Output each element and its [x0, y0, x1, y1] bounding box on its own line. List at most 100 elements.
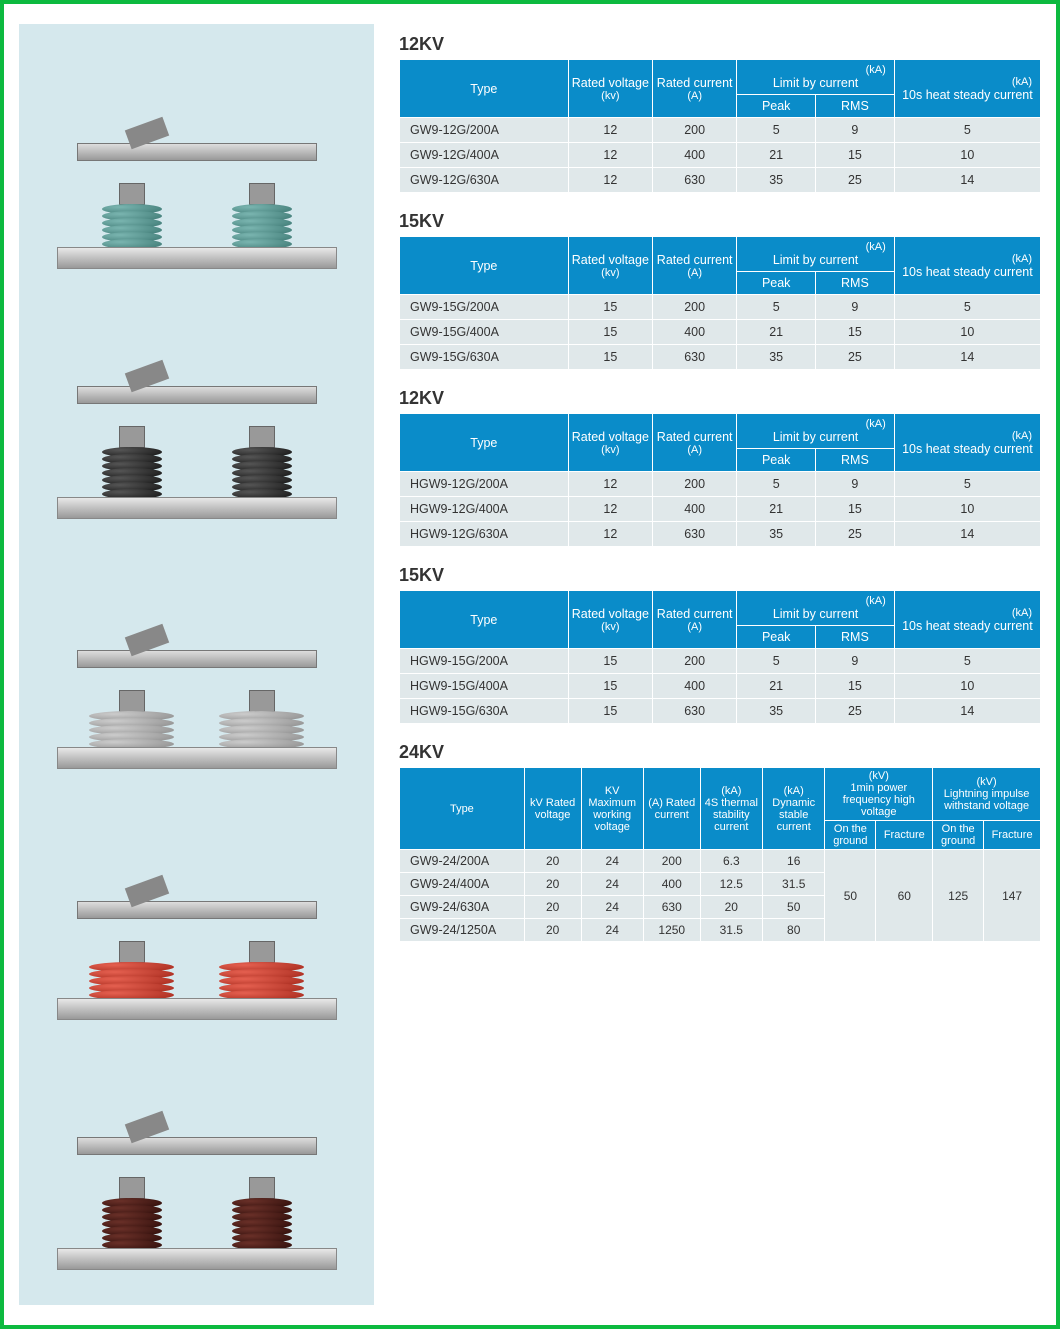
th-rated-current: Rated current(A) [653, 60, 737, 118]
th-peak: Peak [737, 449, 816, 472]
th-type: Type [400, 591, 569, 649]
cell-kv: 20 [524, 873, 581, 896]
cell-rms: 25 [816, 699, 895, 724]
cell-current: 630 [653, 345, 737, 370]
cell-voltage: 15 [568, 320, 652, 345]
cell-kv: 20 [524, 919, 581, 942]
cell-heat: 5 [894, 118, 1040, 143]
th-rated-current: Rated current(A) [653, 237, 737, 295]
cell-type: GW9-24/1250A [400, 919, 525, 942]
cell-lg: 125 [933, 850, 984, 942]
cell-heat: 14 [894, 345, 1040, 370]
th-heat: (kA)10s heat steady current [894, 60, 1040, 118]
cell-type: HGW9-12G/200A [400, 472, 569, 497]
spec-table-24kv: TypekV Rated voltageKV Maximum working v… [399, 767, 1041, 942]
table-row: GW9-15G/400A15400211510 [400, 320, 1041, 345]
cell-rms: 15 [816, 674, 895, 699]
cell-kvm: 24 [581, 873, 643, 896]
th-limit: (kA)Limit by current [737, 60, 894, 95]
cell-kvm: 24 [581, 896, 643, 919]
cell-peak: 5 [737, 472, 816, 497]
cell-type: GW9-15G/630A [400, 345, 569, 370]
th-rated-current: Rated current(A) [653, 414, 737, 472]
spec-section: 12KVTypeRated voltage(kv)Rated current(A… [399, 34, 1041, 193]
section-title: 12KV [399, 388, 1041, 409]
table-row: GW9-15G/200A15200595 [400, 295, 1041, 320]
cell-a: 200 [643, 850, 700, 873]
cell-rms: 9 [816, 472, 895, 497]
cell-peak: 21 [737, 143, 816, 168]
cell-rms: 9 [816, 295, 895, 320]
th-a-rated: (A) Rated current [643, 768, 700, 850]
table-row: HGW9-12G/630A12630352514 [400, 522, 1041, 547]
cell-voltage: 12 [568, 118, 652, 143]
cell-voltage: 12 [568, 522, 652, 547]
cell-voltage: 12 [568, 472, 652, 497]
cell-type: GW9-12G/630A [400, 168, 569, 193]
th-fracture: Fracture [984, 821, 1041, 850]
cell-rms: 15 [816, 497, 895, 522]
cell-current: 200 [653, 118, 737, 143]
spec-table: TypeRated voltage(kv)Rated current(A)(kA… [399, 59, 1041, 193]
cell-kvm: 24 [581, 850, 643, 873]
cell-type: HGW9-15G/400A [400, 674, 569, 699]
cell-current: 400 [653, 320, 737, 345]
th-peak: Peak [737, 95, 816, 118]
th-on-ground: On the ground [933, 821, 984, 850]
th-rated-voltage: Rated voltage(kv) [568, 60, 652, 118]
cell-type: HGW9-12G/630A [400, 522, 569, 547]
cell-peak: 35 [737, 345, 816, 370]
cell-dynamic: 31.5 [763, 873, 825, 896]
th-peak: Peak [737, 626, 816, 649]
spec-section: 15KVTypeRated voltage(kv)Rated current(A… [399, 565, 1041, 724]
spec-section: 12KV TypeRated voltage(kv)Rated current(A… [399, 388, 1041, 547]
th-rms: RMS [816, 449, 895, 472]
table-row: HGW9-15G/630A15630352514 [400, 699, 1041, 724]
table-row: GW9-12G/630A12630352514 [400, 168, 1041, 193]
cell-type: GW9-24/200A [400, 850, 525, 873]
table-row: GW9-12G/400A12400211510 [400, 143, 1041, 168]
table-row: HGW9-15G/400A15400211510 [400, 674, 1041, 699]
cell-peak: 21 [737, 320, 816, 345]
cell-type: GW9-12G/200A [400, 118, 569, 143]
th-limit: (kA)Limit by current [737, 237, 894, 272]
cell-voltage: 15 [568, 295, 652, 320]
cell-heat: 10 [894, 497, 1040, 522]
product-image [47, 309, 347, 519]
th-type: Type [400, 768, 525, 850]
th-type: Type [400, 60, 569, 118]
th-peak: Peak [737, 272, 816, 295]
cell-dynamic: 50 [763, 896, 825, 919]
cell-type: GW9-15G/400A [400, 320, 569, 345]
th-lightning: (kV)Lightning impulse withstand voltage [933, 768, 1041, 821]
cell-lf: 147 [984, 850, 1041, 942]
cell-current: 400 [653, 143, 737, 168]
cell-kvm: 24 [581, 919, 643, 942]
cell-a: 630 [643, 896, 700, 919]
cell-a: 1250 [643, 919, 700, 942]
th-kv-max: KV Maximum working voltage [581, 768, 643, 850]
cell-heat: 10 [894, 674, 1040, 699]
cell-heat: 5 [894, 649, 1040, 674]
th-fracture: Fracture [876, 821, 933, 850]
cell-rms: 25 [816, 168, 895, 193]
th-on-ground: On the ground [825, 821, 876, 850]
section-title: 24KV [399, 742, 1041, 763]
product-image [47, 1060, 347, 1270]
cell-type: HGW9-15G/200A [400, 649, 569, 674]
section-title: 15KV [399, 211, 1041, 232]
cell-rms: 9 [816, 118, 895, 143]
cell-type: HGW9-12G/400A [400, 497, 569, 522]
cell-heat: 10 [894, 320, 1040, 345]
th-power: (kV)1min power frequency high voltage [825, 768, 933, 821]
cell-current: 200 [653, 649, 737, 674]
spec-section: 15KVTypeRated voltage(kv)Rated current(A… [399, 211, 1041, 370]
cell-heat: 14 [894, 699, 1040, 724]
cell-rms: 15 [816, 320, 895, 345]
table-row: GW9-24/200A20242006.3165060125147 [400, 850, 1041, 873]
cell-voltage: 15 [568, 649, 652, 674]
cell-dynamic: 80 [763, 919, 825, 942]
spec-section-24kv: 24KV TypekV Rated voltageKV Maximum worki… [399, 742, 1041, 942]
spec-table: TypeRated voltage(kv)Rated current(A)(kA… [399, 413, 1041, 547]
th-heat: (kA)10s heat steady current [894, 414, 1040, 472]
